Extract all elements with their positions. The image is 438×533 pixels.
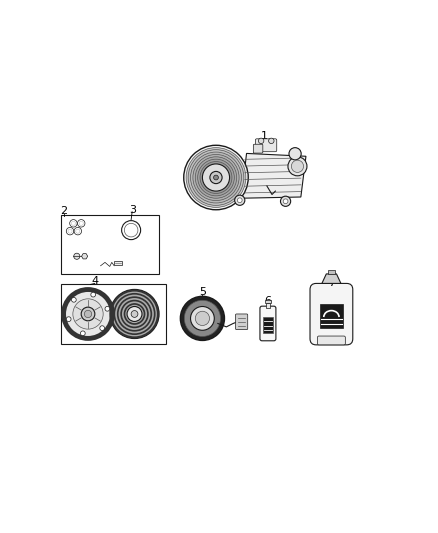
Circle shape [74, 253, 80, 260]
Circle shape [214, 175, 219, 180]
Circle shape [124, 303, 145, 325]
Text: 6: 6 [265, 296, 272, 306]
FancyBboxPatch shape [236, 314, 248, 329]
Circle shape [127, 306, 142, 321]
Circle shape [71, 297, 76, 302]
Bar [265, 300, 271, 303]
Circle shape [202, 164, 230, 191]
Circle shape [91, 292, 95, 297]
Circle shape [258, 138, 264, 143]
Polygon shape [81, 254, 88, 259]
Text: 1: 1 [261, 131, 268, 141]
Circle shape [184, 146, 248, 210]
Circle shape [198, 159, 234, 196]
Bar [319, 304, 343, 328]
Circle shape [110, 289, 159, 338]
Circle shape [289, 148, 301, 160]
Circle shape [81, 331, 85, 336]
Circle shape [81, 307, 95, 321]
Circle shape [105, 306, 110, 311]
Circle shape [131, 311, 138, 317]
Bar [114, 261, 122, 265]
Circle shape [115, 295, 154, 333]
Bar [61, 215, 159, 274]
Polygon shape [241, 154, 306, 198]
Circle shape [73, 299, 103, 329]
Bar [61, 285, 166, 344]
Polygon shape [322, 274, 341, 284]
Circle shape [64, 289, 113, 338]
Circle shape [66, 317, 71, 321]
Circle shape [122, 302, 147, 327]
Circle shape [188, 150, 244, 205]
Circle shape [195, 157, 237, 198]
Circle shape [268, 138, 274, 143]
Circle shape [85, 310, 92, 318]
Circle shape [191, 306, 214, 330]
Text: 5: 5 [199, 287, 206, 297]
Circle shape [113, 293, 155, 335]
FancyBboxPatch shape [253, 144, 263, 153]
FancyBboxPatch shape [318, 336, 345, 345]
Text: 7: 7 [328, 278, 335, 288]
Circle shape [110, 289, 159, 338]
Circle shape [283, 199, 288, 204]
Circle shape [184, 300, 220, 336]
Circle shape [120, 300, 149, 328]
Circle shape [235, 195, 245, 205]
Circle shape [210, 172, 222, 184]
Circle shape [193, 155, 239, 200]
Text: 4: 4 [92, 277, 99, 286]
FancyBboxPatch shape [310, 284, 353, 345]
Text: 2: 2 [60, 206, 67, 216]
Circle shape [195, 311, 209, 326]
Circle shape [191, 152, 241, 203]
Circle shape [100, 326, 105, 330]
FancyBboxPatch shape [260, 306, 276, 341]
Bar [263, 317, 273, 333]
Circle shape [291, 160, 304, 172]
Circle shape [117, 296, 152, 332]
Bar [265, 303, 270, 308]
Circle shape [288, 157, 307, 176]
Circle shape [280, 196, 291, 206]
Circle shape [112, 292, 157, 336]
Circle shape [125, 305, 144, 323]
Bar [328, 270, 335, 274]
FancyBboxPatch shape [255, 139, 277, 152]
Text: 3: 3 [129, 205, 136, 215]
Circle shape [237, 198, 242, 203]
Circle shape [119, 298, 151, 330]
Circle shape [200, 161, 232, 193]
Circle shape [186, 148, 246, 207]
Circle shape [180, 296, 225, 341]
